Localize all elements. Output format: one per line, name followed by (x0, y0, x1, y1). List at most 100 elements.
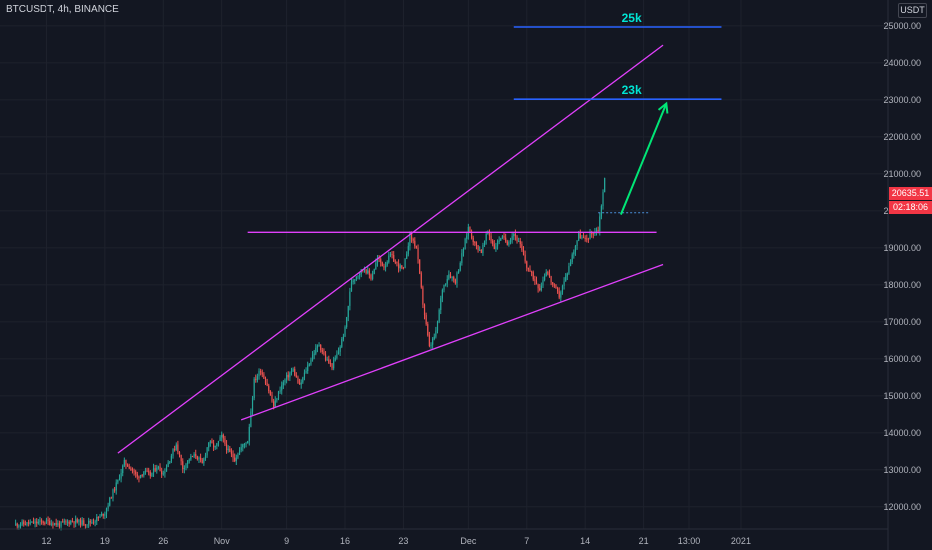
candle-body (273, 401, 275, 408)
candle-body (441, 289, 443, 299)
candle-body (256, 376, 258, 380)
candle-body (219, 437, 221, 442)
candle-body (58, 523, 61, 527)
candle-body (96, 517, 98, 522)
candle-body (216, 443, 218, 446)
candle-body (498, 240, 500, 242)
candle-body (221, 434, 223, 438)
candle-body (169, 461, 171, 463)
candle-body (466, 235, 468, 239)
candle-body (511, 236, 513, 240)
candle-body (409, 232, 411, 247)
candle-body (490, 235, 492, 241)
candle-body (350, 282, 353, 292)
candle-body (182, 461, 184, 470)
symbol-title: BTCUSDT, 4h, BINANCE (6, 4, 119, 15)
candle-body (196, 456, 198, 460)
candle-body (553, 284, 555, 286)
wedge-upper-trendline (117, 44, 664, 454)
candle-body (24, 524, 26, 526)
candle-body (396, 261, 398, 264)
candle-body (475, 242, 478, 246)
candle-body (547, 272, 549, 274)
candle-body (449, 274, 452, 278)
candle-body (542, 279, 544, 286)
target-25k-label: 25k (622, 11, 642, 25)
y-tick-label: 15000.00 (883, 391, 921, 401)
candle-body (60, 521, 62, 527)
candle-body (229, 448, 231, 452)
candle-body (109, 497, 111, 506)
candle-body (412, 238, 414, 241)
candle-body (235, 457, 237, 462)
candle-body (600, 205, 602, 217)
candle-body (347, 305, 349, 318)
candle-body (200, 457, 202, 460)
candle-body (346, 317, 348, 327)
candle-body (118, 478, 121, 480)
candle-body (430, 344, 432, 347)
candle-body (529, 269, 531, 272)
candle-body (305, 371, 307, 373)
candle-body (63, 521, 65, 523)
candle-body (104, 513, 106, 516)
candle-body (501, 235, 504, 239)
candle-body (359, 273, 361, 276)
candle-body (386, 262, 388, 266)
candle-body (300, 382, 302, 385)
candle-body (589, 232, 591, 240)
candle-body (591, 232, 593, 234)
candle-body (370, 274, 372, 280)
candle-body (420, 273, 422, 288)
currency-unit-button[interactable]: USDT (898, 3, 927, 18)
candle-body (367, 270, 369, 274)
candle-body (75, 519, 77, 524)
candle-body (277, 391, 280, 400)
candle-body (248, 426, 250, 442)
candle-body (446, 279, 448, 284)
candle-body (152, 468, 155, 473)
candle-body (31, 521, 33, 523)
candle-body (62, 521, 64, 523)
candle-body (217, 441, 220, 444)
candle-body (376, 258, 379, 264)
candle-body (586, 238, 588, 240)
candle-body (526, 261, 528, 268)
candle-body (462, 249, 465, 254)
x-tick-label: 14 (580, 536, 590, 546)
candle-body (595, 229, 598, 232)
candle-body (295, 375, 297, 378)
candle-body (227, 448, 229, 451)
candle-body (188, 459, 190, 461)
last-price-tag: 20635.51 (889, 187, 932, 200)
candle-body (99, 515, 101, 518)
candle-body (193, 454, 195, 457)
candle-body (212, 443, 215, 448)
candle-body (178, 451, 181, 455)
candle-body (53, 523, 56, 526)
candle-body (443, 284, 445, 290)
candle-body (92, 522, 95, 524)
candle-body (175, 444, 177, 450)
candle-body (151, 472, 153, 477)
candle-body (40, 520, 43, 522)
x-tick-label: 12 (41, 536, 51, 546)
candle-body (352, 280, 354, 283)
candle-body (461, 253, 463, 263)
candle-body (402, 267, 405, 269)
candle-body (83, 520, 85, 525)
candle-body (535, 280, 538, 285)
candle-body (165, 467, 168, 472)
candle-body (36, 521, 38, 524)
candle-body (320, 344, 322, 350)
candle-body (548, 273, 551, 277)
candlestick-series (15, 177, 606, 531)
candle-body (44, 523, 46, 525)
candle-body (172, 449, 174, 456)
candle-body (23, 521, 25, 525)
candle-body (467, 227, 469, 236)
candle-body (454, 279, 456, 284)
candle-body (419, 259, 421, 274)
candle-body (307, 365, 309, 372)
